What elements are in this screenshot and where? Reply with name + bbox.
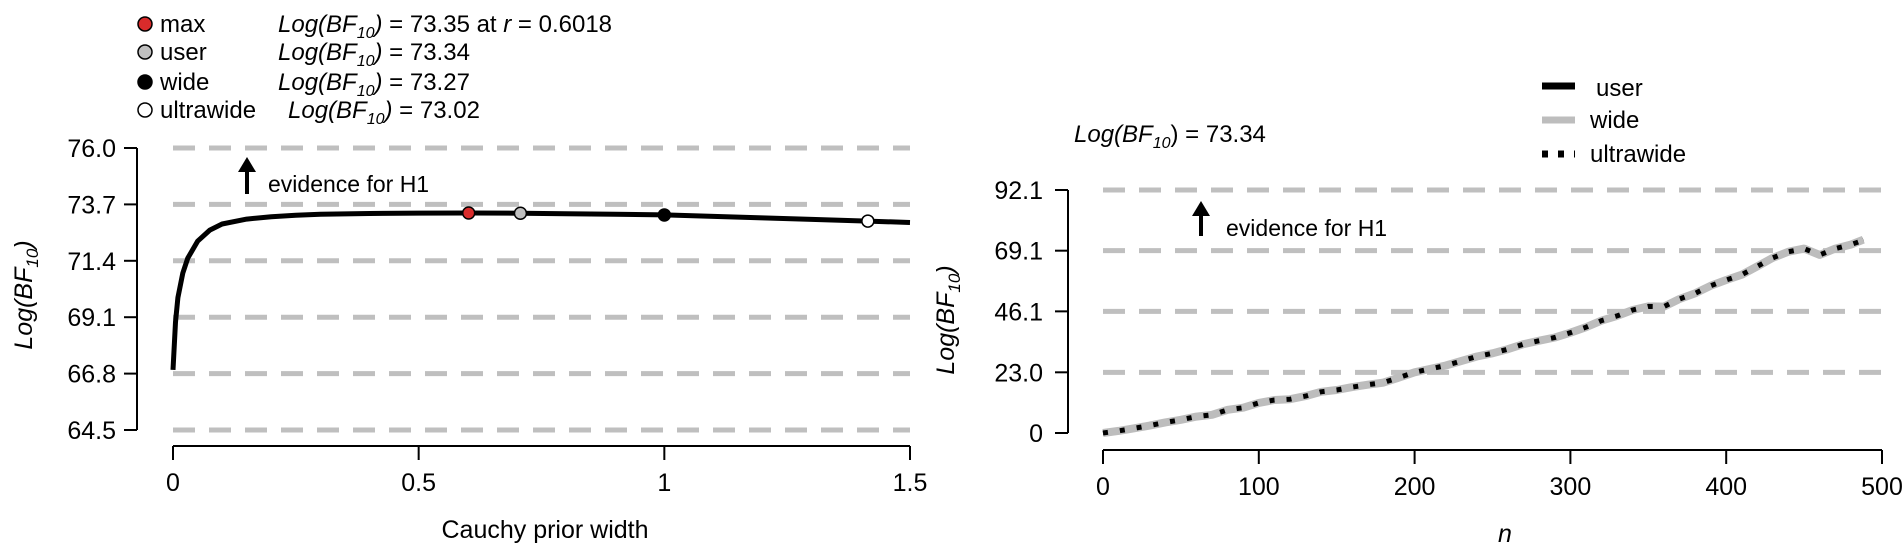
- right-y-axis-title: Log(BF10): [932, 265, 964, 374]
- left-curve-group: [170, 210, 911, 371]
- right-series-lines: [1102, 235, 1865, 437]
- right-x-tick-label-5: 500: [1861, 473, 1902, 501]
- right-x-tick-label-4: 400: [1705, 473, 1747, 501]
- legend-marker-wide: [137, 74, 153, 90]
- left-point-max: [461, 206, 476, 220]
- right-y-tick-label-1: 23.0: [994, 359, 1043, 387]
- left-annotation: evidence for H1: [238, 157, 429, 197]
- right-y-tick-label-2: 46.1: [994, 298, 1043, 326]
- left-points: [461, 206, 875, 228]
- legend-bf-user: Log(BF10) = 73.34: [278, 39, 470, 70]
- legend-label-max: max: [160, 11, 205, 38]
- legend-label-wide-right: wide: [1589, 107, 1639, 134]
- right-line-wide: [1102, 235, 1865, 437]
- right-reference-lines: [1103, 187, 1882, 375]
- left-reference-lines: [173, 145, 910, 433]
- right-legend: user wide ultrawide: [1542, 75, 1686, 168]
- left-point-user: [513, 206, 528, 220]
- left-y-tick-label-3: 71.4: [67, 248, 116, 276]
- left-y-tick-label-0: 64.5: [67, 417, 116, 445]
- right-evidence-arrowhead-icon: [1192, 201, 1210, 216]
- left-y-tick-label-5: 76.0: [67, 135, 116, 163]
- right-axes: 0 23.0 46.1 69.1 92.1 0 100 200 300 400 500: [994, 177, 1902, 501]
- left-curve: [170, 210, 911, 371]
- left-x-tick-label-2: 1: [657, 469, 671, 497]
- right-x-tick-label-3: 300: [1550, 473, 1592, 501]
- right-x-tick-label-0: 0: [1096, 473, 1110, 501]
- left-x-axis-title: Cauchy prior width: [441, 516, 648, 544]
- legend-label-ultrawide-right: ultrawide: [1590, 141, 1686, 168]
- left-evidence-arrowhead-icon: [238, 157, 256, 172]
- legend-marker-max: [137, 16, 153, 32]
- right-evidence-text: evidence for H1: [1226, 215, 1387, 241]
- right-y-tick-label-4: 92.1: [994, 177, 1043, 205]
- legend-bf-ultrawide: Log(BF10) = 73.02: [288, 97, 480, 128]
- legend-marker-user: [137, 44, 153, 60]
- legend-label-ultrawide: ultrawide: [160, 97, 256, 124]
- right-y-tick-label-3: 69.1: [994, 238, 1043, 266]
- left-evidence-text: evidence for H1: [268, 171, 429, 197]
- left-point-wide: [657, 208, 672, 222]
- left-panel: max Log(BF10) = 73.35 at r = 0.6018 user…: [10, 11, 927, 544]
- left-axes: 64.5 66.8 69.1 71.4 73.7 76.0 0 0.5 1 1.5: [67, 135, 927, 497]
- legend-bf-max: Log(BF10) = 73.35 at r = 0.6018: [278, 11, 612, 42]
- left-y-tick-label-2: 69.1: [67, 304, 116, 332]
- legend-label-user-right: user: [1596, 75, 1643, 102]
- right-y-tick-label-0: 0: [1029, 420, 1043, 448]
- legend-label-user: user: [160, 39, 207, 66]
- legend-marker-ultrawide: [137, 102, 153, 118]
- left-x-tick-label-1: 0.5: [401, 469, 436, 497]
- right-x-axis-title: n: [1498, 520, 1512, 548]
- left-x-tick-label-0: 0: [166, 469, 180, 497]
- right-bf-label: Log(BF10) = 73.34: [1074, 121, 1266, 152]
- legend-label-wide: wide: [159, 69, 209, 96]
- right-x-tick-label-2: 200: [1394, 473, 1436, 501]
- right-panel: user wide ultrawide Log(BF10) = 73.34 0 2…: [932, 75, 1902, 548]
- left-point-ultrawide: [861, 214, 875, 228]
- left-legend: max Log(BF10) = 73.35 at r = 0.6018 user…: [137, 11, 612, 128]
- left-y-tick-label-1: 66.8: [67, 361, 116, 389]
- legend-bf-wide: Log(BF10) = 73.27: [278, 69, 470, 100]
- left-y-tick-label-4: 73.7: [67, 191, 116, 219]
- right-annotation: evidence for H1: [1192, 201, 1387, 241]
- left-x-tick-label-3: 1.5: [893, 469, 928, 497]
- left-y-axis-title: Log(BF10): [10, 240, 42, 349]
- right-x-tick-label-1: 100: [1238, 473, 1280, 501]
